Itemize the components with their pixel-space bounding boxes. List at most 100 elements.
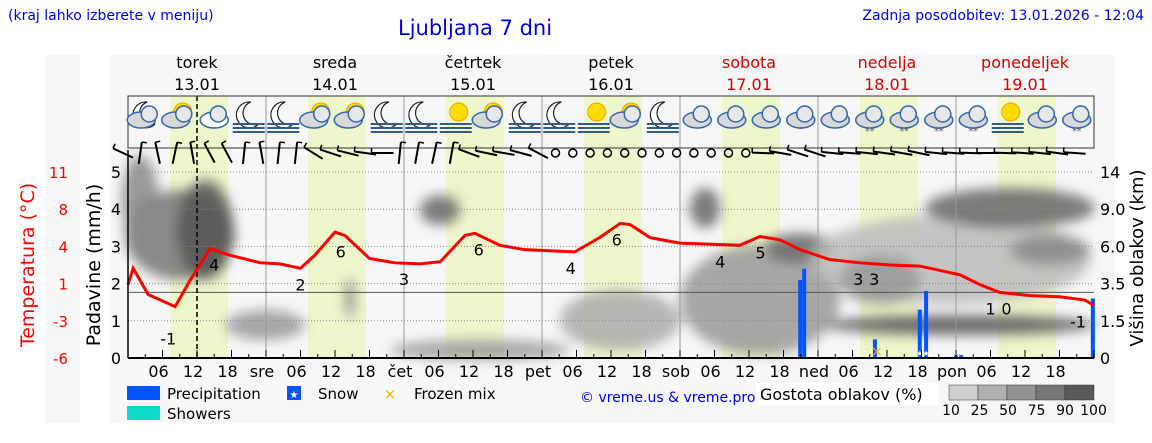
cloud-shape (1037, 105, 1055, 123)
barb-staff (189, 141, 196, 165)
temperature-label: 4 (715, 252, 725, 271)
cloud-shape (968, 105, 986, 123)
x-tick-label: 18 (631, 362, 651, 381)
barb-tick (492, 146, 495, 152)
cloud-shape (899, 105, 917, 123)
cloud-blob (345, 278, 355, 318)
moon-cloud-icon (126, 101, 158, 129)
wind-barb-icon (1028, 146, 1051, 156)
wind-barb-icon (837, 147, 861, 155)
barb-staff (354, 150, 377, 156)
sun-fog-icon (577, 102, 610, 133)
cloud-shape (140, 105, 158, 123)
temperature-tick: -6 (53, 350, 68, 368)
barb-staff (1028, 150, 1051, 156)
barb-staff (769, 150, 792, 156)
barb-tick (474, 145, 478, 151)
wind-barb-icon (319, 144, 342, 158)
precipitation-axis-title: Padavine (mm/h) (83, 184, 105, 347)
x-tick-label: 18 (769, 362, 789, 381)
x-tick-label: 18 (355, 362, 375, 381)
barb-tick (889, 146, 893, 152)
x-tick-label: 12 (183, 362, 203, 381)
barb-tick (177, 141, 183, 145)
wind-barb-icon (457, 144, 480, 158)
density-swatch (948, 384, 979, 401)
density-tick: 75 (1028, 403, 1046, 419)
density-tick: 90 (1056, 403, 1074, 419)
wind-barb-icon (924, 146, 948, 156)
barb-tick (1045, 146, 1048, 152)
moon-fog-icon (232, 101, 265, 133)
x-tick-label: 06 (424, 362, 444, 381)
wind-barb-icon (431, 141, 442, 164)
cloud-snow-icon: ** (1062, 105, 1092, 137)
calm-wind-icon (637, 148, 647, 158)
precipitation-tick: 3 (111, 237, 121, 256)
day-name: nedelja (858, 53, 917, 72)
barb-tick (820, 146, 823, 152)
cloud-shape (1072, 105, 1090, 123)
day-name: četrtek (445, 53, 503, 72)
cloud-height-axis-title: Višina oblakov (km) (1127, 169, 1148, 346)
sun-shape (449, 102, 469, 122)
temperature-label: 5 (755, 244, 765, 263)
barb-tick (353, 146, 356, 152)
calm-wind-icon (619, 148, 630, 158)
daylight-band (445, 96, 505, 358)
rain-drops: ″ (799, 127, 803, 137)
precipitation-bar (1090, 298, 1095, 358)
copyright-link[interactable]: © vreme.us & vreme.pro (580, 390, 755, 406)
x-tick-label: 06 (562, 362, 582, 381)
legend-showers-swatch (127, 406, 160, 420)
day-name: ponedeljek (981, 53, 1070, 72)
barb-staff (458, 148, 480, 158)
cloud-blob (560, 290, 680, 350)
wind-barb-icon (258, 140, 265, 165)
wind-barb-icon (786, 144, 809, 158)
barb-staff (171, 142, 179, 164)
cloud-height-tick: 14 (1100, 163, 1120, 182)
moon-fog-icon (508, 101, 541, 133)
barb-tick (190, 140, 196, 143)
barb-tick (786, 144, 790, 150)
sun-fog-icon (991, 102, 1024, 133)
temperature-label: 0 (1001, 299, 1011, 318)
barb-tick (768, 146, 772, 152)
day-date: 18.01 (864, 75, 910, 94)
cloud-height-tick: 9.0 (1100, 200, 1125, 219)
snow-flakes: ** (1072, 127, 1082, 137)
legend: Precipitation ★ Snow × Frozen mix Shower… (127, 383, 1107, 423)
x-tick-label: 12 (873, 362, 893, 381)
barb-tick (418, 141, 425, 144)
calm-wind-icon (741, 148, 751, 158)
cloud-icon (717, 105, 747, 129)
wind-barb-icon (293, 141, 303, 165)
grid (127, 95, 1095, 358)
cloud-rain-icon: ″ (786, 105, 816, 137)
barb-staff (925, 150, 948, 156)
day-date: 17.01 (726, 75, 772, 94)
wind-barbs-row (112, 140, 1086, 165)
x-tick-label: 06 (976, 362, 996, 381)
axes: 06 12 18 sre 06 12 18 čet 06 12 18 pet 06 12 18 sob 06 12… (49, 150, 1125, 381)
barb-tick (907, 145, 910, 151)
barb-staff (203, 142, 216, 164)
barb-tick (924, 146, 927, 152)
precipitation-tick: 0 (111, 349, 121, 368)
precipitation-tick: 2 (111, 275, 121, 294)
legend-precipitation-swatch (127, 386, 160, 400)
cloud-shape (175, 105, 193, 123)
barb-staff (475, 149, 498, 157)
barb-tick (855, 146, 858, 152)
wind-barb-icon (189, 140, 196, 165)
barb-tick (245, 141, 251, 144)
barb-staff (1063, 151, 1086, 155)
day-headers: torek 13.01 sreda 14.01 četrtek 15.01 petek 16.… (174, 53, 1070, 94)
sun-shape (1001, 102, 1021, 122)
temperature-label: 6 (336, 242, 346, 261)
moon-fog-icon (646, 101, 679, 133)
wind-barb-icon (303, 142, 324, 160)
moon-shape (511, 101, 536, 129)
temperature-label: 3 (853, 270, 863, 289)
